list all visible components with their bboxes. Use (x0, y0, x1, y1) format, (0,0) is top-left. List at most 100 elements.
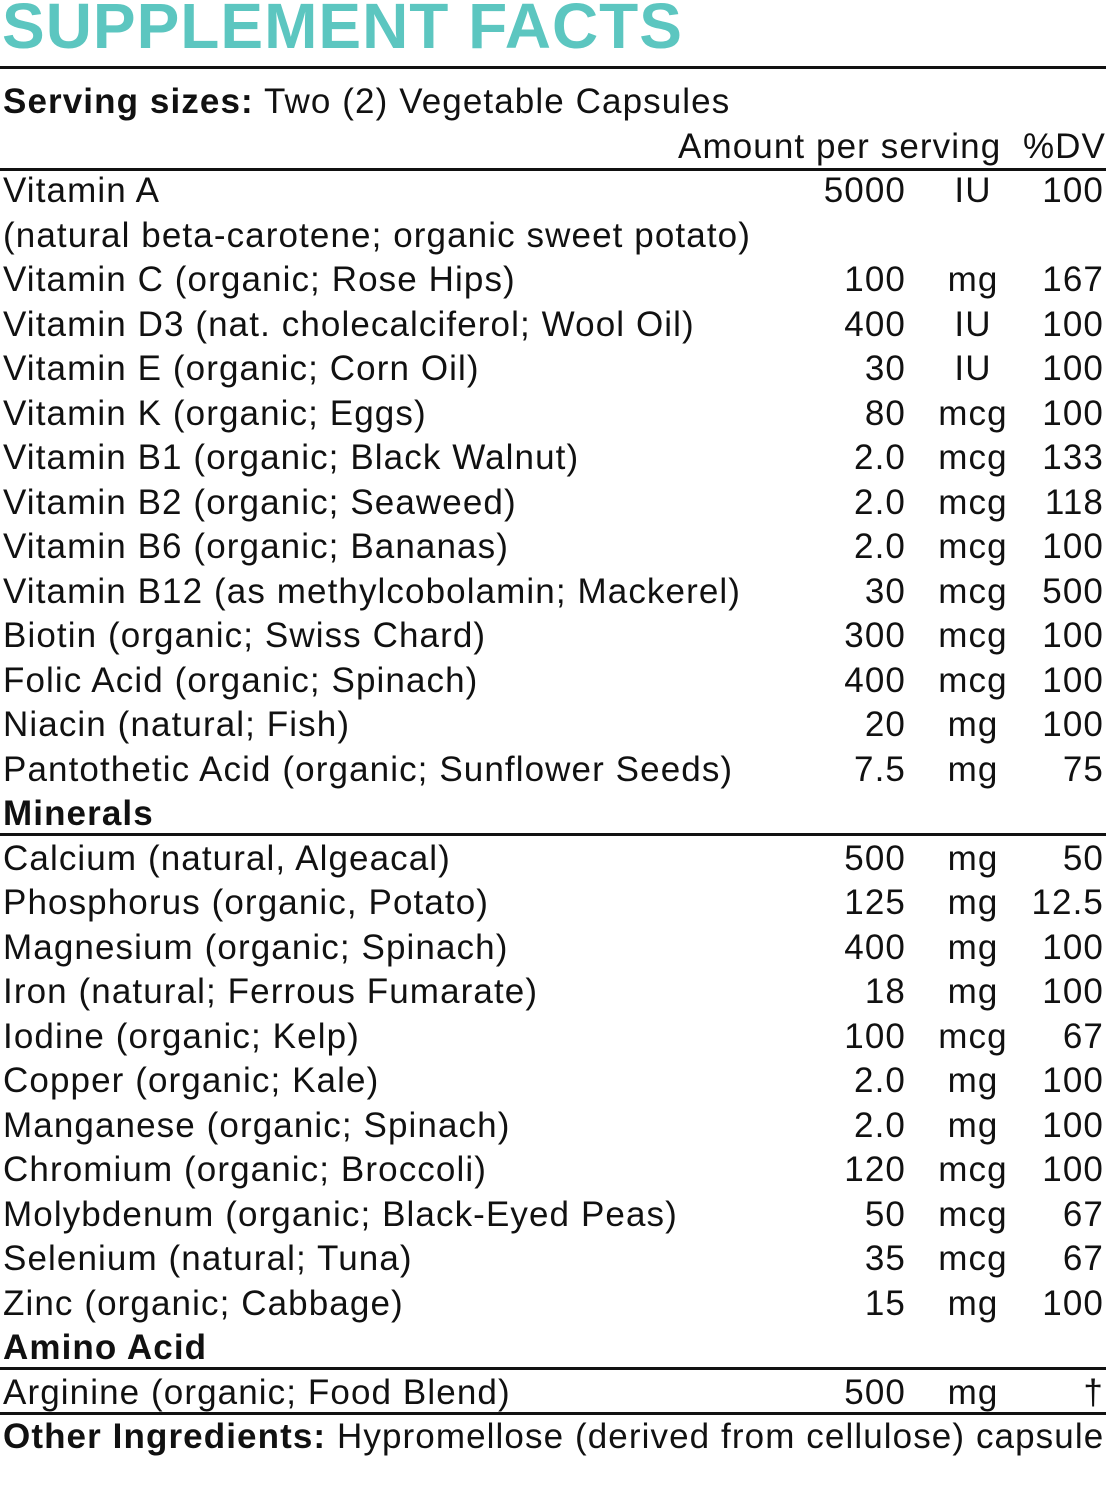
nutrient-unit: IU (954, 304, 992, 344)
nutrient-row: Zinc (organic; Cabbage) 15 mg 100 (3, 1282, 1106, 1327)
nutrient-row: Selenium (natural; Tuna) 35 mcg 67 (3, 1237, 1106, 1282)
nutrient-name: Vitamin D3 (nat. cholecalciferol; Wool O… (3, 304, 695, 344)
minerals-heading: Minerals (3, 794, 154, 833)
nutrient-unit: mg (947, 260, 999, 299)
divider (0, 66, 1106, 69)
nutrient-amount: 35 (864, 1239, 906, 1278)
nutrient-name: Iodine (organic; Kelp) (3, 1016, 360, 1056)
nutrient-dv: 67 (1062, 1239, 1104, 1278)
nutrient-row: Molybdenum (organic; Black-Eyed Peas) 50 m… (3, 1193, 1106, 1238)
nutrient-name: Magnesium (organic; Spinach) (3, 927, 509, 967)
nutrient-name: Biotin (organic; Swiss Chard) (3, 616, 487, 655)
nutrient-name: Vitamin C (organic; Rose Hips) (3, 260, 516, 299)
nutrient-dv: 118 (1044, 482, 1104, 522)
page-title: SUPPLEMENT FACTS (2, 0, 683, 62)
nutrient-name: Niacin (natural; Fish) (3, 705, 351, 744)
nutrient-amount: 2.0 (854, 482, 906, 522)
nutrient-amount: 2.0 (854, 1061, 906, 1100)
nutrient-dv: 100 (1042, 1105, 1104, 1145)
nutrient-unit: mcg (938, 1194, 1008, 1234)
divider (0, 1367, 1106, 1370)
nutrient-name: Vitamin A (3, 171, 161, 210)
nutrient-name: Vitamin B1 (organic; Black Walnut) (3, 438, 580, 477)
nutrient-name: Manganese (organic; Spinach) (3, 1105, 511, 1145)
nutrient-dv: 100 (1042, 705, 1104, 744)
nutrient-name: Chromium (organic; Broccoli) (3, 1150, 487, 1189)
nutrient-name: Copper (organic; Kale) (3, 1061, 380, 1100)
nutrient-dv: 100 (1042, 660, 1104, 700)
nutrient-name: Vitamin K (organic; Eggs) (3, 393, 427, 433)
nutrient-unit: mcg (938, 393, 1008, 433)
nutrient-dv: 167 (1042, 260, 1104, 299)
nutrient-amount: 100 (844, 260, 906, 299)
nutrient-unit: mcg (938, 482, 1008, 522)
nutrient-row: Folic Acid (organic; Spinach) 400 mcg 100 (3, 659, 1106, 704)
amino-heading: Amino Acid (3, 1328, 208, 1367)
amount-header: Amount per serving (678, 126, 1002, 166)
nutrient-name: Pantothetic Acid (organic; Sunflower See… (3, 749, 734, 789)
nutrient-unit: mcg (938, 616, 1008, 655)
nutrient-dv: 12.5 (1031, 883, 1104, 922)
nutrient-row: Biotin (organic; Swiss Chard) 300 mcg 100 (3, 614, 1106, 659)
nutrient-row: Calcium (natural, Algeacal) 500 mg 50 (3, 837, 1106, 882)
nutrient-dv: 100 (1042, 972, 1104, 1011)
other-ingredients-label: Other Ingredients: (3, 1417, 327, 1456)
other-ingredients: Other Ingredients: Hypromellose (derived… (3, 1415, 1106, 1460)
nutrient-amount: 500 (844, 838, 906, 878)
nutrient-dv: 50 (1062, 838, 1104, 878)
nutrient-amount: 400 (844, 660, 906, 700)
nutrient-amount: 300 (844, 616, 906, 655)
nutrient-unit: mg (947, 1105, 999, 1145)
nutrient-row: Manganese (organic; Spinach) 2.0 mg 100 (3, 1104, 1106, 1149)
nutrient-amount: 7.5 (854, 749, 906, 789)
nutrient-dv: 100 (1042, 616, 1104, 655)
nutrient-dv: 100 (1042, 1150, 1104, 1189)
nutrient-unit: mg (947, 1061, 999, 1100)
nutrient-dv: 75 (1062, 749, 1104, 789)
nutrient-unit: mcg (938, 527, 1008, 566)
nutrient-amount: 120 (844, 1150, 906, 1189)
nutrient-name: Molybdenum (organic; Black-Eyed Peas) (3, 1194, 678, 1234)
serving-size-value: Two (2) Vegetable Capsules (263, 82, 731, 121)
nutrient-amount: 2.0 (854, 527, 906, 566)
nutrient-amount: 15 (864, 1283, 906, 1323)
vitamins-section: Vitamin A 5000 IU 100 (natural beta-carotene… (3, 169, 1106, 792)
nutrient-dv: 100 (1042, 304, 1104, 344)
nutrient-amount: 125 (844, 883, 906, 922)
nutrient-row: Chromium (organic; Broccoli) 120 mcg 100 (3, 1148, 1106, 1193)
nutrient-amount: 500 (844, 1372, 906, 1412)
nutrient-unit: mcg (938, 571, 1008, 611)
nutrient-amount: 2.0 (854, 438, 906, 477)
nutrient-amount: 50 (864, 1194, 906, 1234)
nutrient-dv: 500 (1042, 571, 1104, 611)
nutrient-dv: 133 (1042, 438, 1104, 477)
nutrient-amount: 18 (864, 972, 906, 1011)
nutrient-dv: 100 (1042, 527, 1104, 566)
nutrient-unit: mg (947, 1283, 999, 1323)
serving-size-label: Serving sizes: (3, 82, 254, 121)
nutrient-unit: mcg (938, 660, 1008, 700)
supplement-facts-panel: Serving sizes: Two (2) Vegetable Capsule… (3, 80, 1106, 1460)
nutrient-name: Calcium (natural, Algeacal) (3, 838, 451, 878)
minerals-section: Calcium (natural, Algeacal) 500 mg 50 Phosph… (3, 837, 1106, 1327)
nutrient-unit: mcg (938, 1239, 1008, 1278)
nutrient-unit: mcg (938, 1150, 1008, 1189)
column-header: Amount per serving %DV (3, 125, 1106, 170)
divider (0, 1412, 1106, 1415)
nutrient-unit: mg (947, 705, 999, 744)
nutrient-row: Copper (organic; Kale) 2.0 mg 100 (3, 1059, 1106, 1104)
nutrient-row: Iodine (organic; Kelp) 100 mcg 67 (3, 1015, 1106, 1060)
nutrient-row: Vitamin A 5000 IU 100 (3, 169, 1106, 214)
nutrient-dv: 67 (1062, 1016, 1104, 1056)
nutrient-amount: 30 (864, 571, 906, 611)
nutrient-dv: 100 (1042, 927, 1104, 967)
nutrient-row: Arginine (organic; Food Blend) 500 mg † (3, 1371, 1106, 1416)
nutrient-unit: mg (947, 972, 999, 1011)
nutrient-row: Vitamin K (organic; Eggs) 80 mcg 100 (3, 392, 1106, 437)
divider (0, 833, 1106, 836)
nutrient-amount: 400 (844, 304, 906, 344)
nutrient-name: Vitamin B6 (organic; Bananas) (3, 527, 509, 566)
nutrient-name: Zinc (organic; Cabbage) (3, 1283, 404, 1323)
nutrient-row: Vitamin B6 (organic; Bananas) 2.0 mcg 100 (3, 525, 1106, 570)
nutrient-unit: mg (947, 883, 999, 922)
